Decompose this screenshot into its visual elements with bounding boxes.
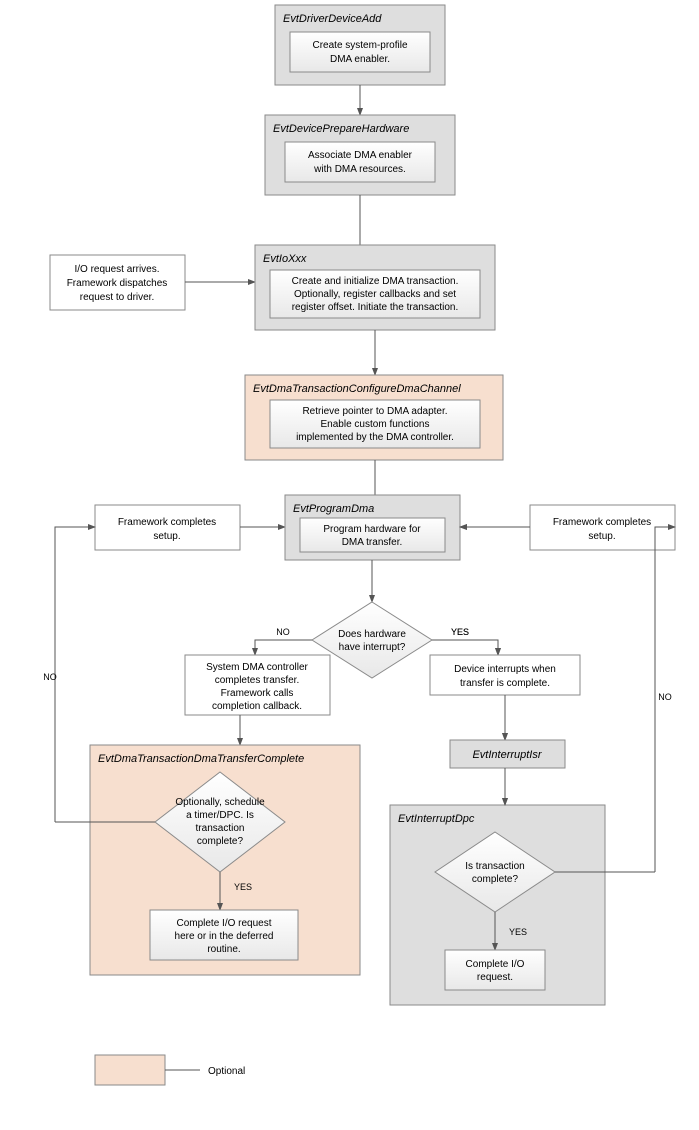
svg-text:YES: YES [451, 627, 469, 637]
svg-text:complete?: complete? [472, 874, 519, 885]
svg-text:request to driver.: request to driver. [80, 292, 154, 303]
svg-text:Complete I/O: Complete I/O [466, 959, 525, 970]
svg-text:routine.: routine. [207, 944, 240, 955]
svg-text:System DMA controller: System DMA controller [206, 662, 308, 673]
svg-text:have interrupt?: have interrupt? [339, 642, 406, 653]
svg-text:Framework completes: Framework completes [118, 517, 216, 528]
svg-text:Framework completes: Framework completes [553, 517, 651, 528]
svg-text:transfer is complete.: transfer is complete. [460, 678, 550, 689]
legend-label: Optional [208, 1066, 245, 1077]
svg-text:Create and initialize DMA tran: Create and initialize DMA transaction. [292, 276, 459, 287]
evt-transfer-complete-title: EvtDmaTransactionDmaTransferComplete [98, 753, 304, 765]
evt-configure-channel-title: EvtDmaTransactionConfigureDmaChannel [253, 383, 461, 395]
no-interrupt-box: System DMA controller completes transfer… [185, 655, 330, 715]
svg-text:here or in the deferred: here or in the deferred [175, 931, 274, 942]
evt-program-dma: EvtProgramDma Program hardware for DMA t… [285, 495, 460, 560]
svg-text:Complete I/O request: Complete I/O request [176, 918, 271, 929]
svg-text:setup.: setup. [588, 531, 615, 542]
svg-text:Retrieve pointer to DMA adapte: Retrieve pointer to DMA adapter. [302, 406, 447, 417]
evt-io-xxx: EvtIoXxx Create and initialize DMA trans… [255, 245, 495, 330]
svg-text:register offset. Initiate the: register offset. Initiate the transactio… [292, 302, 459, 313]
svg-text:Optionally, schedule: Optionally, schedule [175, 797, 265, 808]
svg-text:Framework calls: Framework calls [221, 688, 294, 699]
svg-text:NO: NO [658, 692, 672, 702]
evt-io-xxx-title: EvtIoXxx [263, 253, 307, 265]
evt-device-prepare-hardware: EvtDevicePrepareHardware Associate DMA e… [265, 115, 455, 195]
svg-text:implemented by the DMA control: implemented by the DMA controller. [296, 432, 454, 443]
evt-driver-device-add: EvtDriverDeviceAdd Create system-profile… [275, 5, 445, 85]
svg-text:NO: NO [43, 672, 57, 682]
svg-text:DMA transfer.: DMA transfer. [342, 537, 403, 548]
io-request-box: I/O request arrives. Framework dispatche… [50, 255, 185, 310]
svg-text:completion callback.: completion callback. [212, 701, 302, 712]
svg-text:request.: request. [477, 972, 513, 983]
svg-text:Enable custom functions: Enable custom functions [321, 419, 430, 430]
svg-text:transaction: transaction [196, 823, 245, 834]
svg-text:YES: YES [234, 882, 252, 892]
fw-setup-left: Framework completes setup. [95, 505, 240, 550]
svg-text:Framework dispatches: Framework dispatches [67, 278, 168, 289]
svg-text:Device interrupts when: Device interrupts when [454, 664, 556, 675]
evt-device-prepare-hardware-title: EvtDevicePrepareHardware [273, 123, 409, 135]
svg-text:Does hardware: Does hardware [338, 629, 406, 640]
svg-text:a timer/DPC. Is: a timer/DPC. Is [186, 810, 254, 821]
svg-text:Create system-profile: Create system-profile [312, 40, 407, 51]
svg-text:EvtInterruptIsr: EvtInterruptIsr [472, 749, 542, 761]
svg-text:EvtInterruptDpc: EvtInterruptDpc [398, 813, 475, 825]
evt-driver-device-add-title: EvtDriverDeviceAdd [283, 13, 382, 25]
svg-text:YES: YES [509, 927, 527, 937]
svg-text:complete?: complete? [197, 836, 244, 847]
label-no: NO [276, 627, 290, 637]
svg-text:setup.: setup. [153, 531, 180, 542]
evt-program-dma-title: EvtProgramDma [293, 503, 374, 515]
svg-text:Is transaction: Is transaction [465, 861, 524, 872]
svg-text:completes transfer.: completes transfer. [215, 675, 299, 686]
legend: Optional [95, 1055, 245, 1085]
svg-text:Optionally, register callbacks: Optionally, register callbacks and set [294, 289, 456, 300]
svg-text:with DMA resources.: with DMA resources. [313, 164, 406, 175]
svg-text:I/O request arrives.: I/O request arrives. [74, 264, 159, 275]
evt-configure-channel: EvtDmaTransactionConfigureDmaChannel Ret… [245, 375, 503, 460]
evt-transfer-complete: EvtDmaTransactionDmaTransferComplete Opt… [90, 745, 360, 975]
svg-text:DMA enabler.: DMA enabler. [330, 54, 390, 65]
svg-text:Associate DMA enabler: Associate DMA enabler [308, 150, 413, 161]
svg-text:Program hardware for: Program hardware for [323, 524, 421, 535]
